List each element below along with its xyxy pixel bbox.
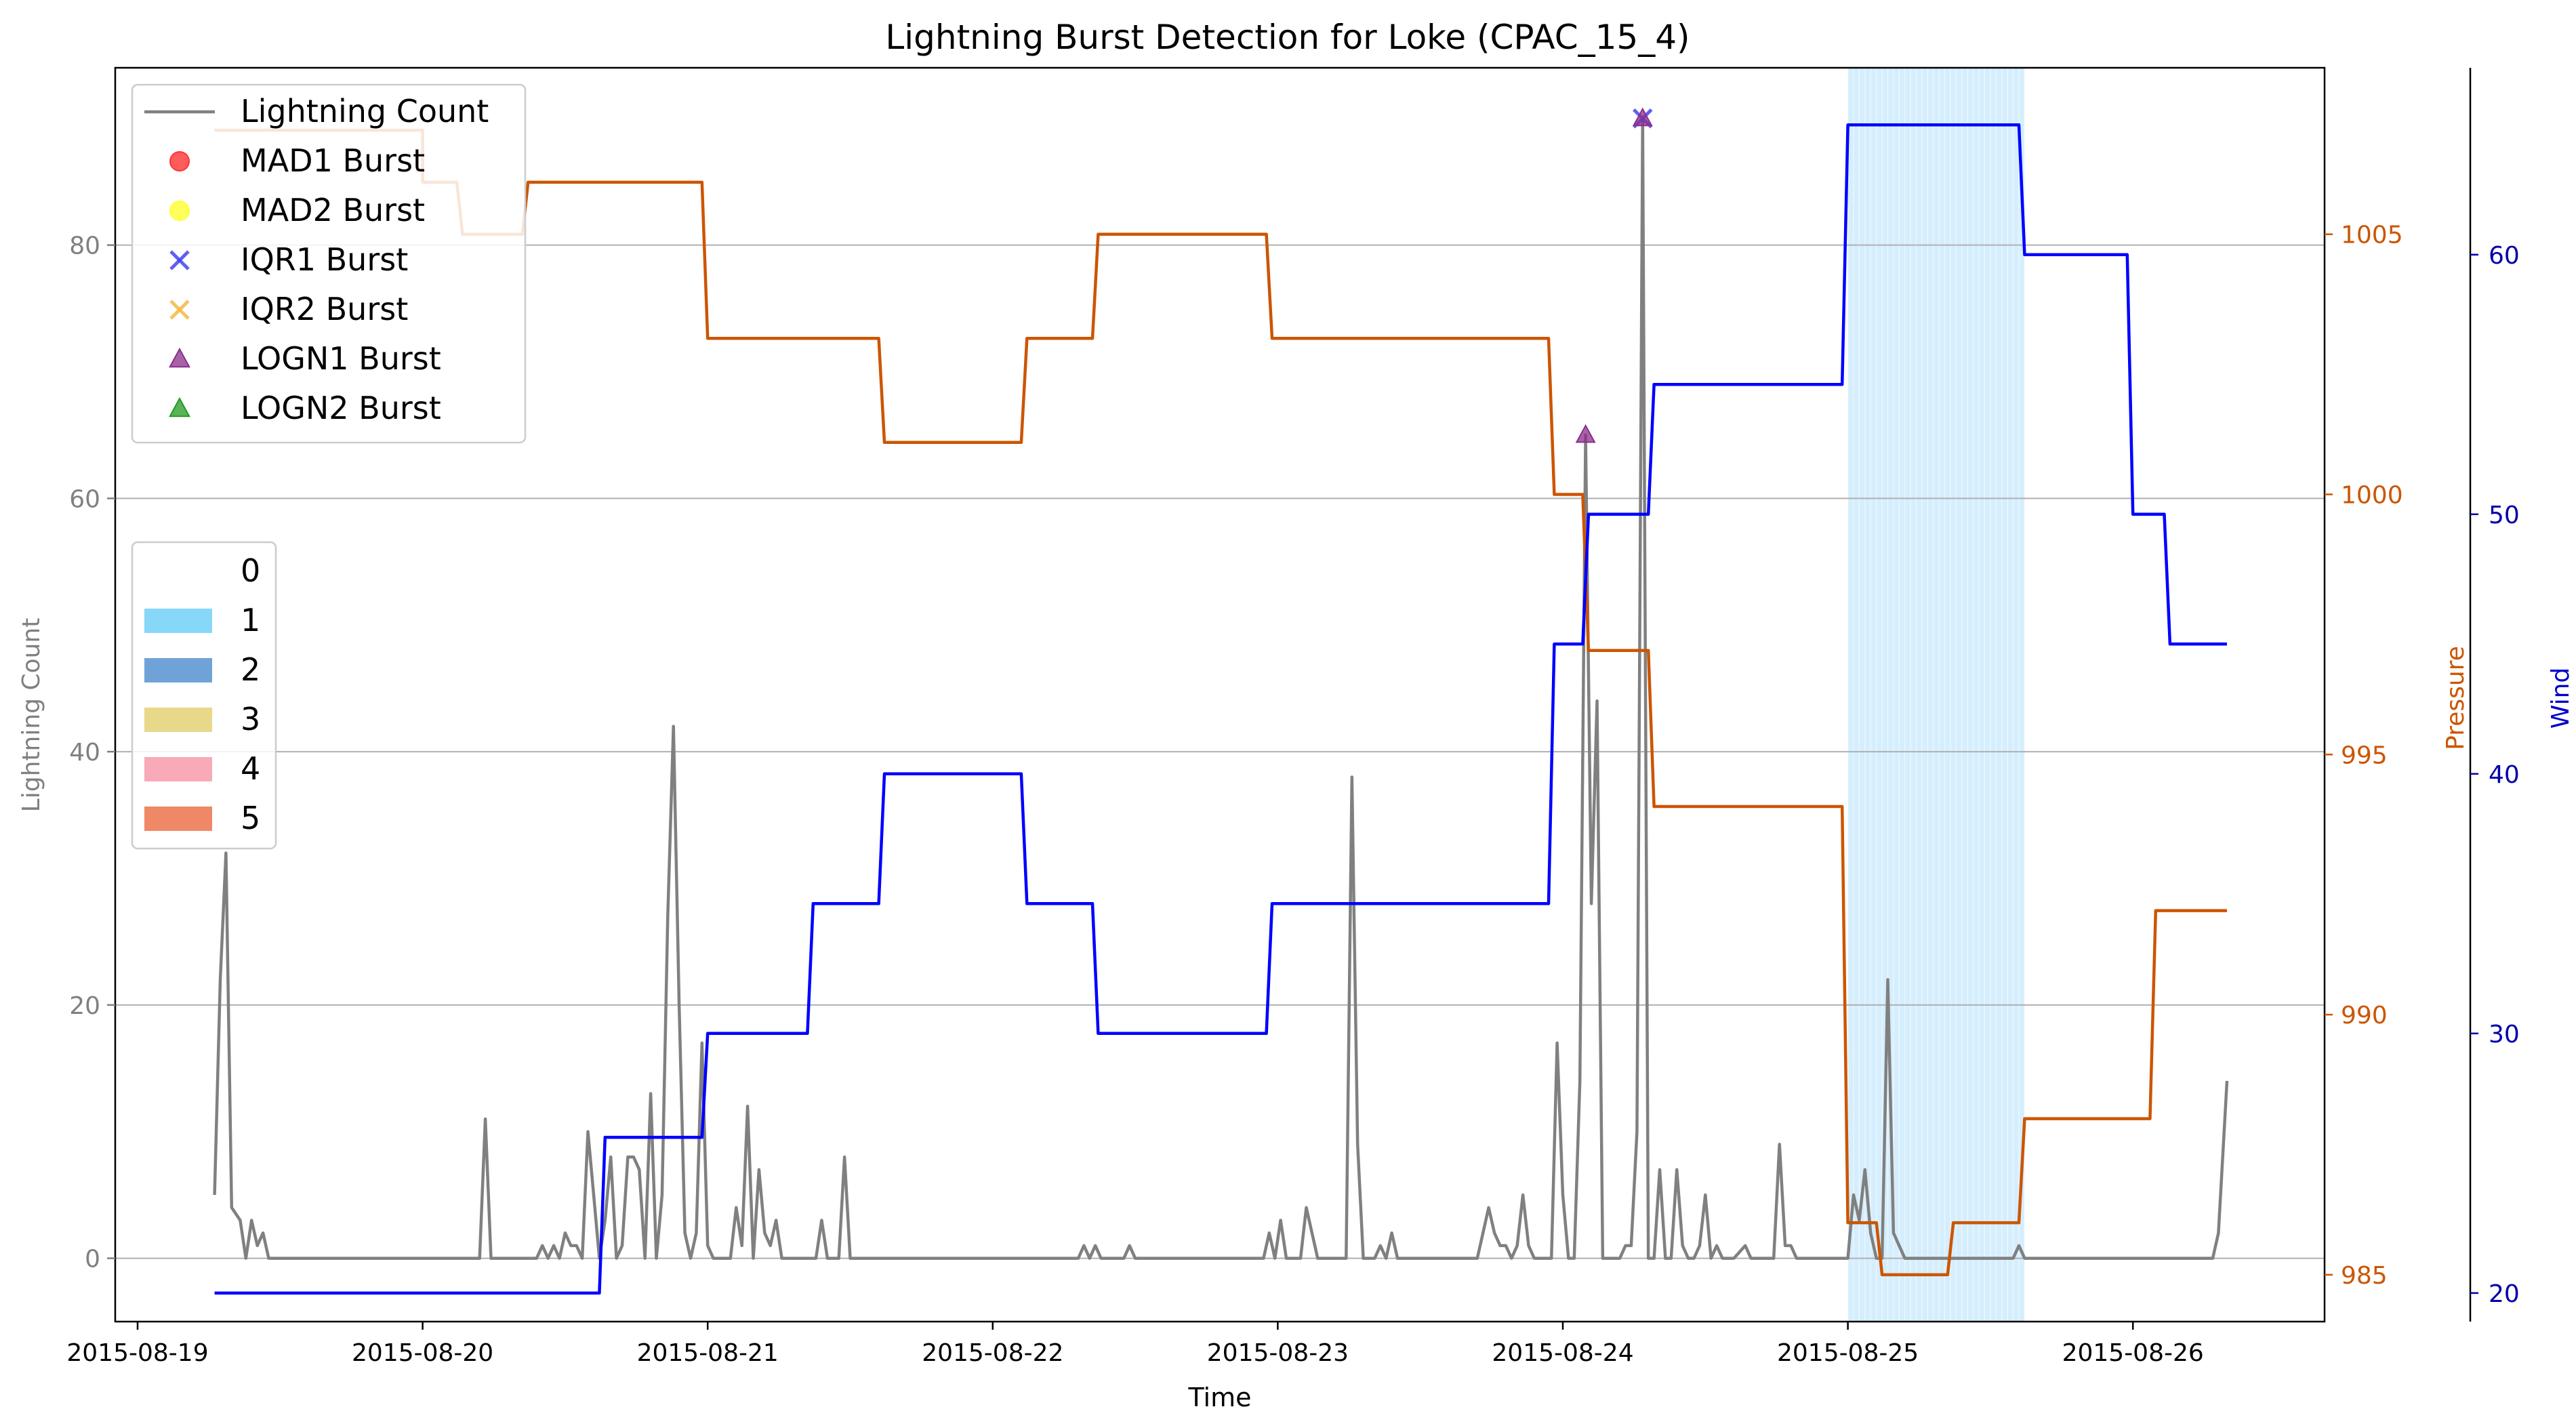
y-tick-label-pressure: 1000 [2341,481,2403,509]
legend-series-label: Lightning Count [241,93,489,129]
wind-line [214,123,2227,1295]
legend-category-swatch [144,559,212,584]
legend-category-label: 5 [241,800,260,836]
x-tick-label: 2015-08-20 [352,1339,493,1367]
burst-marker-logn1-burst [1575,424,1596,443]
y-tick-label-wind: 60 [2489,242,2520,270]
y-tick-label-lightning: 80 [69,232,100,260]
x-tick-label: 2015-08-23 [1207,1339,1349,1367]
legend-series-label: LOGN2 Burst [241,390,441,426]
x-tick-label: 2015-08-22 [922,1339,1063,1367]
y-tick-label-lightning: 60 [69,485,100,513]
y-tick-label-wind: 40 [2489,761,2520,789]
legend-category-swatch [144,807,212,831]
legend-category-label: 4 [241,750,260,787]
legend-x-swatch [169,250,190,270]
y-tick-label-wind: 20 [2489,1280,2520,1308]
category-shading-band [1847,68,2025,1322]
legend-category-swatch [144,708,212,732]
y-tick-label-pressure: 995 [2341,741,2388,769]
legend-category-label: 1 [241,602,260,638]
legend-category-swatch [144,757,212,781]
y-tick-label-lightning: 40 [69,739,100,767]
legend-series-label: IQR2 Burst [241,291,408,327]
chart-title: Lightning Burst Detection for Loke (CPAC… [885,18,1690,57]
y-tick-label-lightning: 0 [85,1246,100,1273]
x-tick-label: 2015-08-21 [637,1339,779,1367]
x-axis-label: Time [1188,1383,1252,1412]
legend-x-swatch [169,300,190,320]
legend-triangle-swatch [169,396,190,417]
legend-x-swatch-stroke [169,300,190,320]
legend-series-box [131,83,527,444]
legend-series-label: MAD2 Burst [241,192,425,228]
legend-category-swatch [144,609,212,633]
plot-frame [114,66,2326,1323]
legend-category-swatch [144,658,212,682]
legend-series-label: LOGN1 Burst [241,340,441,377]
lightning-count-line [213,117,2229,1260]
y-tick-label-pressure: 1005 [2341,222,2403,249]
y-axis-label-pressure: Pressure [2442,646,2470,750]
y-axis-label-lightning: Lightning Count [18,618,45,813]
x-tick-label: 2015-08-26 [2062,1339,2204,1367]
y-tick-label-pressure: 985 [2341,1262,2388,1290]
legend-triangle-swatch [169,347,190,368]
y-tick-label-wind: 30 [2489,1021,2520,1048]
legend-series-label: MAD1 Burst [241,142,425,179]
legend-x-swatch-stroke [169,250,190,270]
legend-category-label: 3 [241,701,260,737]
y-tick-label-wind: 50 [2489,502,2520,529]
x-tick-label: 2015-08-24 [1492,1339,1633,1367]
y-axis-label-wind: Wind [2547,668,2575,729]
legend-category-label: 2 [241,651,260,688]
legend-series-label: IQR1 Burst [241,241,408,278]
x-tick-label: 2015-08-25 [1777,1339,1919,1367]
burst-marker-logn1-burst [1632,107,1653,127]
y-tick-label-pressure: 990 [2341,1002,2388,1029]
y-tick-label-lightning: 20 [69,992,100,1020]
legend-circle-swatch [169,151,190,171]
x-tick-label: 2015-08-19 [66,1339,208,1367]
legend-category-label: 0 [241,552,260,589]
legend-circle-swatch [169,201,190,221]
